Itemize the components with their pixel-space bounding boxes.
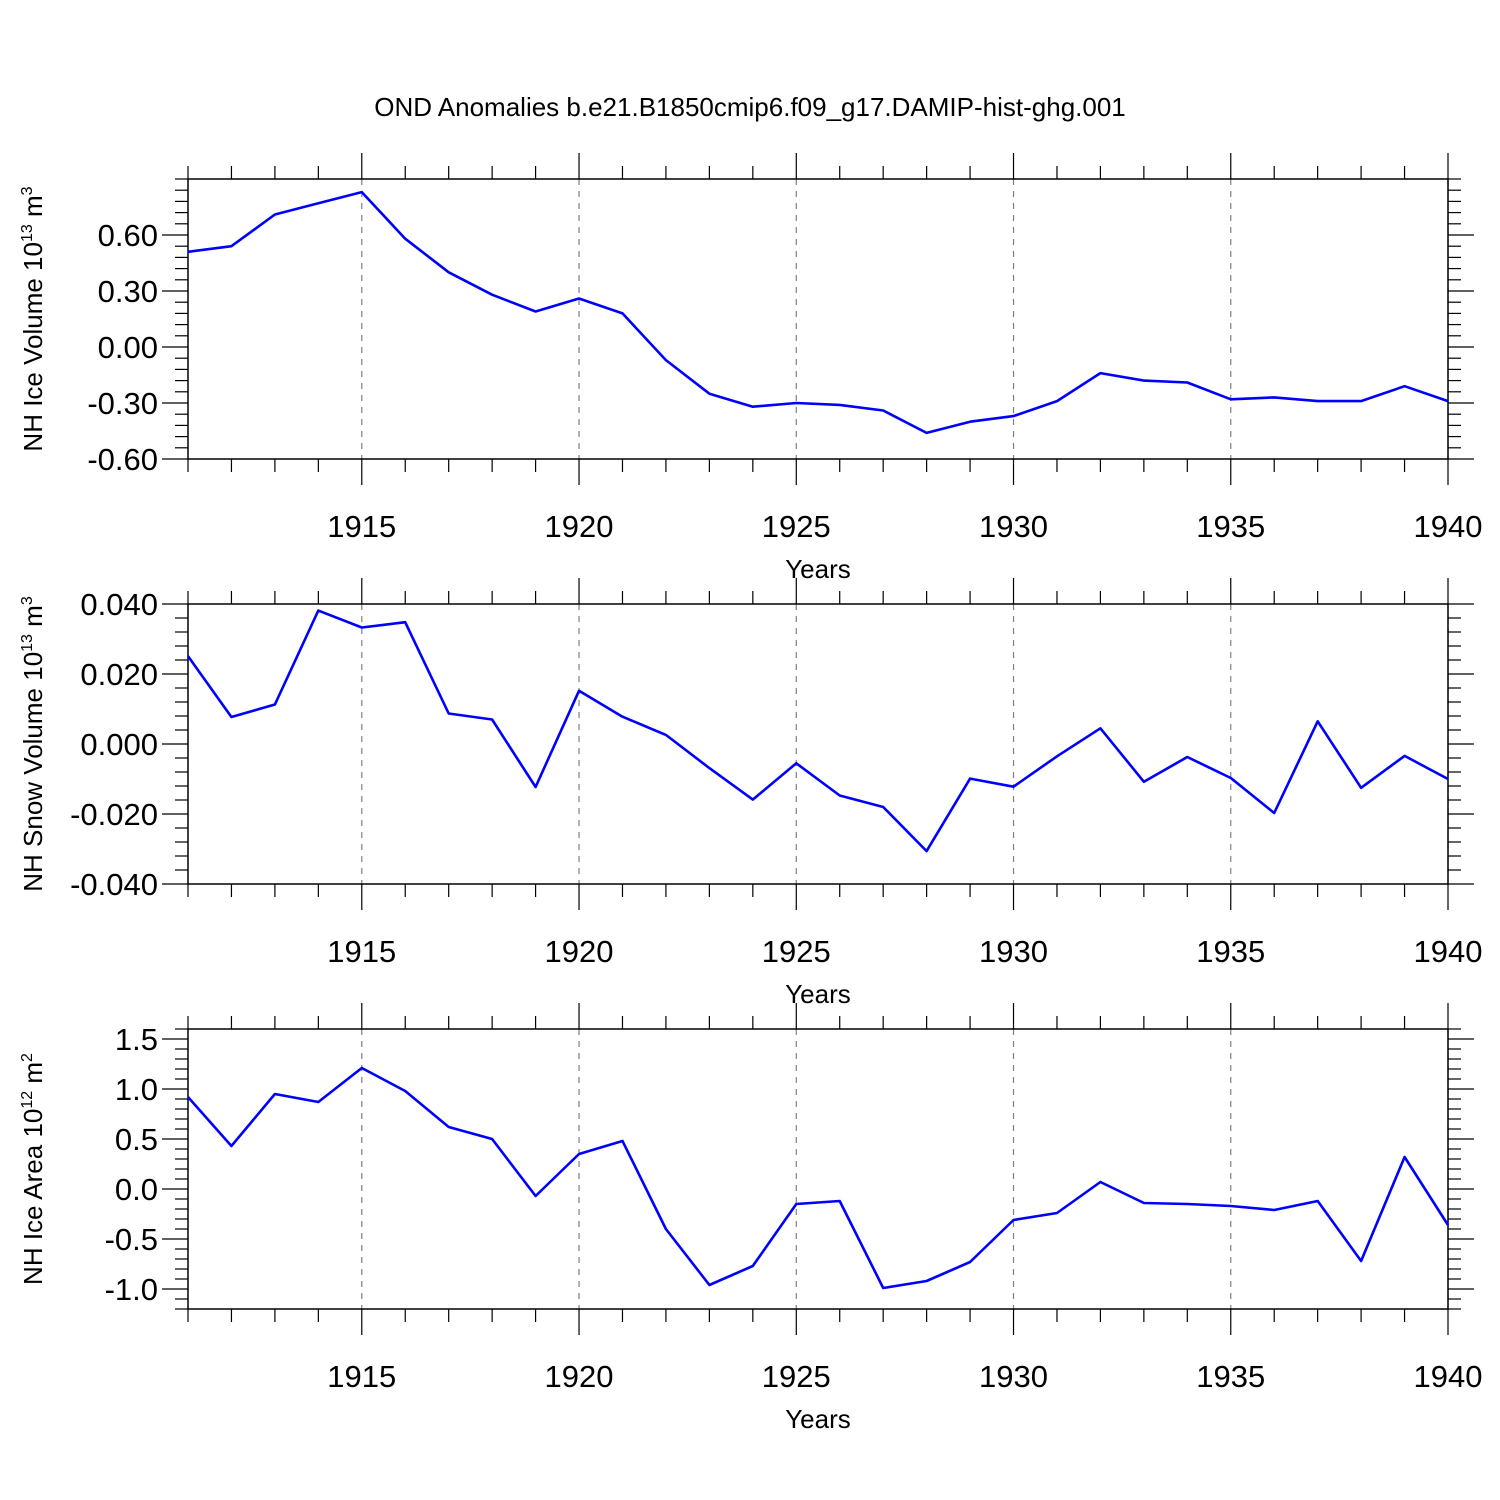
series-line — [187, 1066, 1450, 1290]
panel-3: 1915 1920 1925 1930 1935 1940 -1.0 -0.5 0.0 0.5 1.… — [18, 1003, 1482, 1434]
x-tick-label: 1930 — [979, 509, 1048, 544]
y-tick-label: -1.0 — [105, 1272, 158, 1307]
x-tick-label: 1930 — [979, 1359, 1048, 1394]
y-tick-label: -0.020 — [70, 797, 158, 832]
x-tick-label: 1915 — [327, 1359, 396, 1394]
y-tick-label: -0.60 — [87, 442, 158, 477]
panel-1: 1915 1920 1925 1930 1935 1940 -0.60 -0.30 0.00 0.… — [18, 153, 1482, 584]
x-tick-label: 1920 — [545, 509, 614, 544]
x-tick-label: 1930 — [979, 934, 1048, 969]
x-tick-label: 1925 — [762, 934, 831, 969]
y-tick-label: 0.040 — [80, 587, 158, 622]
x-tick-label: 1935 — [1196, 1359, 1265, 1394]
chart-title: OND Anomalies b.e21.B1850cmip6.f09_g17.D… — [374, 92, 1126, 122]
x-tick-label: 1940 — [1414, 509, 1483, 544]
y-axis-label: NH Ice Area 1012 m2 — [18, 1053, 48, 1285]
y-axis-label: NH Ice Volume 1013 m3 — [18, 186, 48, 451]
x-tick-label: 1925 — [762, 509, 831, 544]
x-tick-label: 1915 — [327, 934, 396, 969]
panels: 1915 1920 1925 1930 1935 1940 -0.60 -0.30 0.00 0.… — [18, 153, 1482, 1434]
y-tick-label: 0.0 — [115, 1172, 158, 1207]
y-tick-label: 0.30 — [98, 274, 158, 309]
plot-frame — [187, 178, 1449, 460]
series-points — [188, 611, 1448, 852]
y-tick-label: 0.020 — [80, 657, 158, 692]
y-tick-label: 0.00 — [98, 330, 158, 365]
x-axis-label: Years — [785, 1404, 851, 1434]
series-line — [187, 190, 1449, 435]
panel-2: 1915 1920 1925 1930 1935 1940 -0.040 -0.020 0.00… — [18, 578, 1482, 1009]
x-tick-label: 1920 — [545, 1359, 614, 1394]
plot-frame — [187, 1028, 1449, 1310]
plot-frame — [187, 603, 1449, 885]
x-tick-label: 1920 — [545, 934, 614, 969]
x-tick-label: 1940 — [1414, 934, 1483, 969]
y-tick-label: -0.30 — [87, 386, 158, 421]
y-tick-label: -0.040 — [70, 867, 158, 902]
x-axis-label: Years — [785, 979, 851, 1009]
series-points — [188, 1068, 1448, 1288]
x-tick-label: 1935 — [1196, 934, 1265, 969]
y-tick-label: 0.000 — [80, 727, 158, 762]
x-axis-label: Years — [785, 554, 851, 584]
series-line — [186, 609, 1449, 853]
y-tick-label: -0.5 — [105, 1222, 158, 1257]
y-tick-label: 1.5 — [115, 1022, 158, 1057]
y-tick-label: 1.0 — [115, 1072, 158, 1107]
x-tick-label: 1940 — [1414, 1359, 1483, 1394]
y-axis-label: NH Snow Volume 1013 m3 — [18, 596, 48, 892]
y-tick-label: 0.60 — [98, 218, 158, 253]
x-tick-label: 1925 — [762, 1359, 831, 1394]
x-tick-label: 1935 — [1196, 509, 1265, 544]
x-tick-label: 1915 — [327, 509, 396, 544]
y-tick-label: 0.5 — [115, 1122, 158, 1157]
